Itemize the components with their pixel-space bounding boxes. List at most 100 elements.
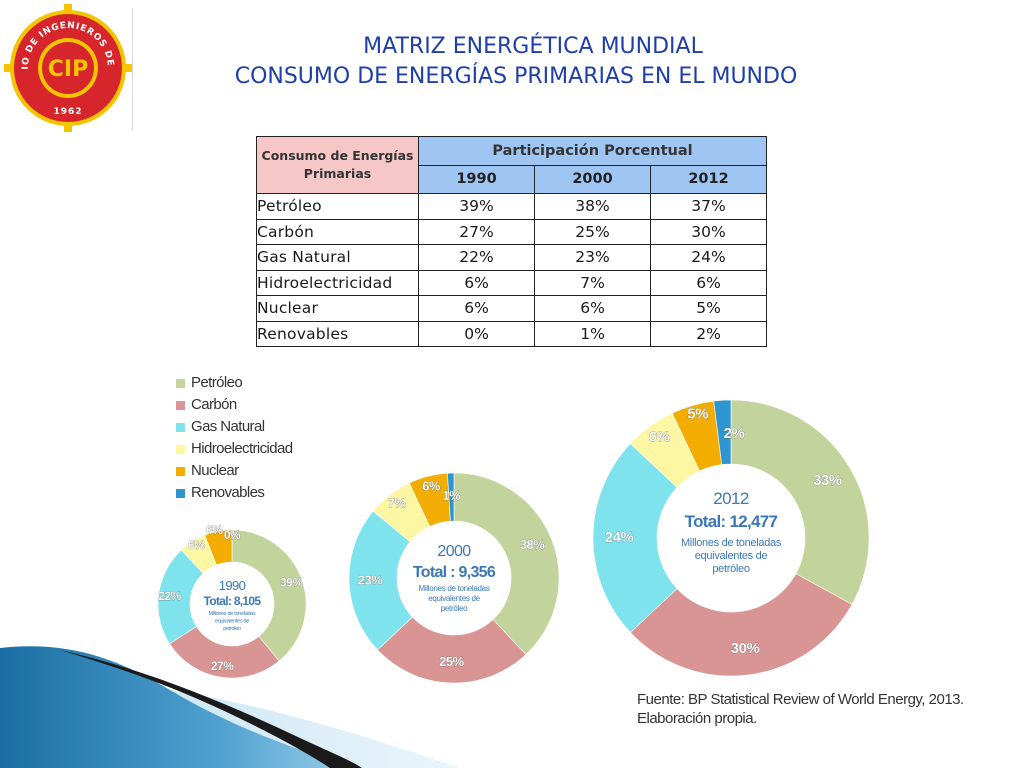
table-row-header: Consumo de Energías Primarias	[256, 136, 419, 194]
table-year-header: 2012	[650, 164, 767, 194]
legend-swatch	[176, 423, 185, 432]
logo-year: 1962	[53, 107, 82, 117]
donut-label: 6%	[206, 523, 223, 537]
donut-center-year: 2012	[713, 489, 749, 508]
donut-slice	[453, 472, 560, 655]
donut-center-year: 2000	[437, 543, 471, 560]
legend-label: Nuclear	[191, 462, 239, 479]
donut-center-total: Total: 8,105	[204, 594, 262, 608]
donut-slice	[713, 399, 732, 465]
donut-label: 6%	[422, 479, 441, 494]
donut-label: 39%	[280, 576, 303, 590]
table-year-header: 1990	[418, 164, 535, 194]
donut-label: 33%	[813, 472, 842, 489]
donut-slice	[447, 472, 455, 522]
donut-center-note: petróleo	[441, 604, 468, 613]
table-cell-value: 7%	[534, 269, 651, 296]
donut-label: 25%	[439, 654, 464, 669]
legend-swatch	[176, 445, 185, 454]
donut-center-note: equivalentes de	[695, 550, 768, 562]
donut-label: 22%	[158, 589, 181, 603]
table-cell-value: 2%	[650, 320, 767, 347]
donut-label: 27%	[211, 659, 234, 673]
table-row: Hidroelectricidad 6% 7% 6%	[256, 269, 767, 296]
table-cell-source: Gas Natural	[256, 244, 419, 271]
donut-slice	[377, 616, 527, 684]
table-cell-value: 5%	[650, 295, 767, 322]
table-cell-value: 27%	[418, 218, 535, 245]
donut-center-year: 1990	[219, 578, 246, 593]
legend-swatch	[176, 401, 185, 410]
energy-table: Consumo de Energías Primarias Participac…	[256, 136, 767, 347]
legend-label: Petróleo	[191, 374, 243, 391]
table-cell-value: 22%	[418, 244, 535, 271]
donut-slice	[231, 529, 307, 662]
donut-center-note: Millones de toneladas	[681, 537, 782, 549]
donut-label: 7%	[388, 496, 407, 511]
donut-slice	[204, 529, 233, 566]
donut-label: 6%	[188, 538, 205, 552]
table-cell-value: 1%	[534, 320, 651, 347]
legend-label: Gas Natural	[191, 418, 265, 435]
table-year-header: 2000	[534, 164, 651, 194]
donut-chart: 33% 30% 24% 6% 5% 2% 2012 Total: 12,477 Millones…	[592, 399, 870, 677]
legend-swatch	[176, 467, 185, 476]
donut-center-note: petróleo	[223, 626, 241, 632]
donut-center	[659, 466, 803, 610]
table-row: Petróleo 39% 38% 37%	[256, 193, 767, 220]
donut-center-total: Total : 9,356	[413, 564, 496, 581]
legend-swatch	[176, 489, 185, 498]
donut-center	[399, 523, 509, 633]
donut-center-note: Millones de toneladas	[418, 584, 489, 593]
wave-blue	[0, 646, 360, 768]
donut-center-note: petróleo	[712, 563, 750, 575]
table-row: Renovables 0% 1% 2%	[256, 320, 767, 347]
legend-swatch	[176, 379, 185, 388]
donut-label: 1%	[442, 488, 461, 503]
table-row: Gas Natural 22% 23% 24%	[256, 244, 767, 271]
donut-label: 24%	[605, 529, 634, 546]
donut-slice	[592, 443, 678, 633]
donut-label: 5%	[687, 405, 708, 422]
donut-label: 30%	[731, 640, 760, 657]
logo-monogram: CIP	[48, 57, 88, 82]
donut-label: 38%	[520, 537, 545, 552]
donut-center	[192, 564, 272, 644]
donut-center-note: equivalentes de	[215, 619, 249, 625]
source-note: Fuente: BP Statistical Review of World E…	[637, 690, 964, 728]
page-title: MATRIZ ENERGÉTICA MUNDIAL	[363, 34, 703, 59]
table-cell-source: Hidroelectricidad	[256, 269, 419, 296]
legend-label: Carbón	[191, 396, 237, 413]
wave-dark	[60, 650, 362, 768]
donut-label: 23%	[358, 573, 383, 588]
table-cell-value: 23%	[534, 244, 651, 271]
legend-label: Renovables	[191, 484, 265, 501]
logo-divider	[132, 8, 133, 130]
table-row: Nuclear 6% 6% 5%	[256, 295, 767, 322]
page-subtitle: CONSUMO DE ENERGÍAS PRIMARIAS EN EL MUND…	[234, 64, 798, 89]
table-cell-source: Petróleo	[256, 193, 419, 220]
donut-label: 6%	[649, 428, 670, 445]
donut-center-note: equivalentes de	[428, 594, 480, 603]
donut-center-total: Total: 12,477	[685, 512, 778, 531]
source-line: Fuente: BP Statistical Review of World E…	[637, 691, 964, 708]
table-cell-value: 25%	[534, 218, 651, 245]
table-cell-value: 0%	[418, 320, 535, 347]
table-cell-value: 6%	[534, 295, 651, 322]
donut-center-note: Millones de toneladas	[209, 611, 256, 617]
table-cell-source: Nuclear	[256, 295, 419, 322]
donut-chart: 38% 25% 23% 7% 6%1% 2000 Total : 9,356 Millones…	[348, 472, 560, 684]
cip-logo: COLEGIO DE INGENIEROS DEL PERU CIP 1962	[4, 4, 132, 132]
table-cell-value: 30%	[650, 218, 767, 245]
donut-label: 0%	[224, 528, 241, 542]
legend-label: Hidroelectricidad	[191, 440, 293, 457]
donut-slice	[730, 399, 870, 605]
donut-label: 2%	[724, 425, 745, 442]
donut-slice	[629, 573, 853, 677]
table-cell-source: Renovables	[256, 320, 419, 347]
source-line: Elaboración propia.	[637, 710, 757, 727]
